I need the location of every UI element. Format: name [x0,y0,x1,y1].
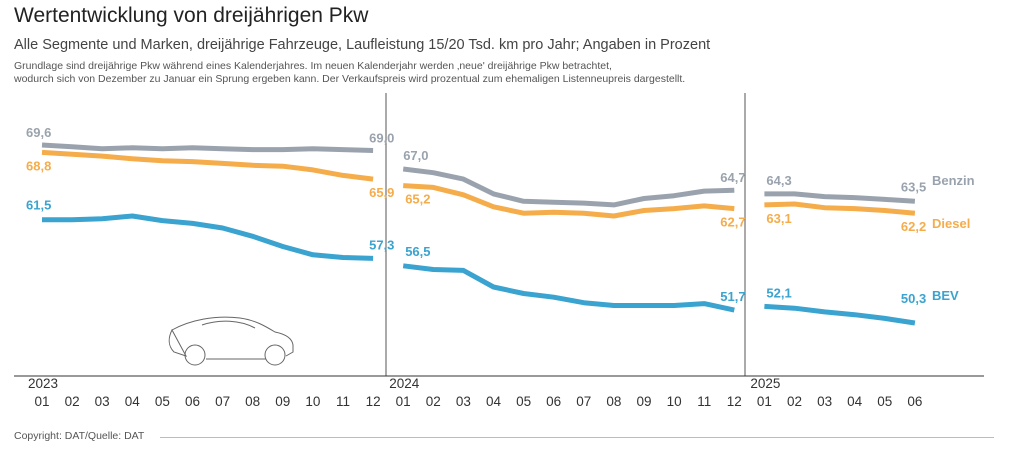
year-label-2025: 2025 [750,376,780,391]
diesel-label-start-2025: 63,1 [766,211,791,226]
footer-divider [160,437,994,438]
x-tick-2024-04: 04 [486,394,502,409]
chart-subtitle: Alle Segmente und Marken, dreijährige Fa… [14,37,711,53]
benzin-label-end-2025: 63,5 [901,179,926,194]
x-tick-2024-05: 05 [516,394,531,409]
bev-label-start-2025: 52,1 [766,285,791,300]
x-tick-2025-02: 02 [787,394,802,409]
copyright-text: Copyright: DAT/Quelle: DAT [14,430,145,442]
benzin-line-2023 [41,142,374,153]
x-axis-ticks: 01 02 03 04 05 06 07 08 09 10 11 12 2023 01 02 03 04 05 06… [28,376,922,409]
x-tick-2024-11: 11 [697,394,711,409]
x-tick-2024-10: 10 [667,394,682,409]
x-tick-2024-09: 09 [636,394,651,409]
x-tick-2024-03: 03 [456,394,471,409]
chart-note: Grundlage sind dreijährige Pkw während e… [14,60,685,86]
x-tick-2023-05: 05 [155,394,170,409]
benzin-label-start-2023: 69,6 [26,125,51,140]
x-tick-2024-12: 12 [727,394,742,409]
x-tick-2023-10: 10 [305,394,320,409]
x-tick-2025-01: 01 [757,394,772,409]
x-tick-2023-07: 07 [215,394,230,409]
x-tick-2024-07: 07 [576,394,591,409]
year-label-2024: 2024 [389,376,420,391]
year-dividers [385,93,746,376]
x-tick-2023-12: 12 [366,394,381,409]
x-tick-2023-08: 08 [245,394,260,409]
bev-label-end-2023: 57,3 [369,237,394,252]
x-tick-2025-05: 05 [877,394,892,409]
bev-line-2024 [402,263,735,313]
diesel-line-2025 [764,201,916,216]
year-label-2023: 2023 [28,376,58,391]
series-lines [41,142,916,326]
benzin-label-end-2024: 64,7 [720,170,745,185]
diesel-label-end-2025: 62,2 [901,219,926,234]
legend-bev: BEV [932,288,959,303]
chart-note-line-2: wodurch sich von Dezember zu Januar ein … [14,73,686,85]
bev-label-start-2023: 61,5 [26,198,51,213]
car-sketch-icon [168,316,294,366]
x-tick-2025-04: 04 [847,394,863,409]
benzin-label-end-2023: 69,0 [369,131,394,146]
benzin-line-2025 [764,191,916,204]
diesel-label-start-2023: 68,8 [26,158,51,173]
bev-label-end-2024: 51,7 [720,289,745,304]
x-tick-2024-02: 02 [426,394,441,409]
x-tick-2024-06: 06 [546,394,561,409]
x-tick-2023-06: 06 [185,394,200,409]
chart-note-line-1: Grundlage sind dreijährige Pkw während e… [14,60,612,72]
diesel-line-2023 [41,149,374,182]
benzin-line-2024 [402,166,735,208]
series-legend: Benzin Diesel BEV [932,173,975,303]
legend-diesel: Diesel [932,216,970,231]
x-tick-2023-02: 02 [65,394,80,409]
x-tick-2023-03: 03 [95,394,110,409]
bev-label-start-2024: 56,5 [405,244,430,259]
x-tick-2023-09: 09 [275,394,290,409]
x-tick-2023-04: 04 [125,394,141,409]
diesel-label-start-2024: 65,2 [405,192,430,207]
x-tick-2024-08: 08 [606,394,621,409]
legend-benzin: Benzin [932,173,975,188]
x-tick-2025-03: 03 [817,394,832,409]
value-labels: 69,6 69,0 67,0 64,7 64,3 63,5 68,8 65,9 65,2 62,7… [26,125,926,306]
benzin-label-start-2024: 67,0 [403,148,428,163]
bev-line-2025 [764,303,916,326]
diesel-label-end-2024: 62,7 [720,215,745,230]
bev-label-end-2025: 50,3 [901,291,926,306]
bev-line-2023 [42,213,374,261]
x-tick-2024-01: 01 [396,394,411,409]
chart-title: Wertentwicklung von dreijährigen Pkw [14,4,369,27]
diesel-label-end-2023: 65,9 [369,185,394,200]
x-tick-2023-01: 01 [34,394,49,409]
x-tick-2023-11: 11 [336,394,350,409]
benzin-label-start-2025: 64,3 [766,173,791,188]
x-tick-2025-06: 06 [907,394,922,409]
diesel-line-2024 [403,183,735,219]
